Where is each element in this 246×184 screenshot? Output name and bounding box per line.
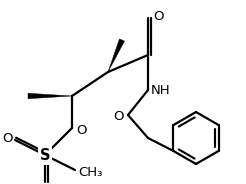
Text: CH₃: CH₃ — [78, 165, 102, 178]
Text: S: S — [40, 148, 50, 162]
Text: O: O — [2, 132, 13, 146]
Text: O: O — [76, 123, 87, 137]
Text: NH: NH — [151, 84, 171, 98]
Text: O: O — [113, 109, 124, 123]
Text: O: O — [153, 10, 164, 24]
Polygon shape — [108, 39, 124, 72]
Polygon shape — [28, 93, 72, 99]
